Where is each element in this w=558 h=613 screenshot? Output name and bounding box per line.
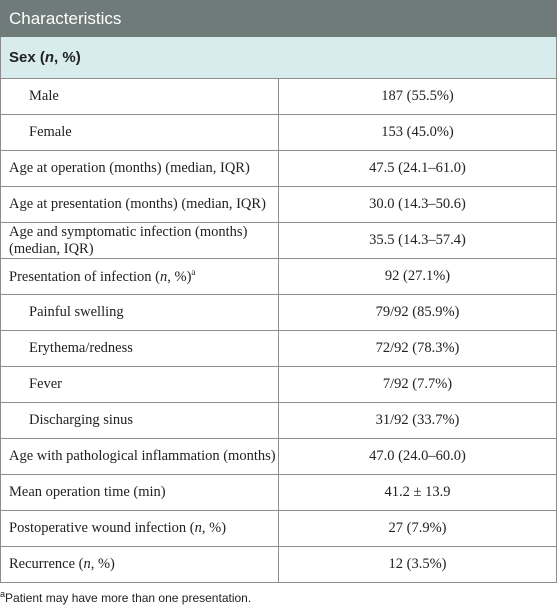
label-text: Recurrence ( (9, 556, 84, 572)
data-row: Erythema/redness 72/92 (78.3%) (0, 330, 557, 367)
value-cell: 47.0 (24.0–60.0) (278, 438, 557, 475)
label-text: Male (29, 88, 59, 104)
label-text: , %) (201, 520, 227, 536)
label-text: n (83, 556, 91, 572)
data-row: Age with pathological inflammation (mont… (0, 438, 557, 475)
value-cell: 41.2 ± 13.9 (278, 474, 557, 511)
data-row: Age at presentation (months) (median, IQ… (0, 186, 557, 223)
label-text: n (160, 268, 168, 285)
label-text: Mean operation time (min) (9, 484, 166, 500)
data-row: Discharging sinus 31/92 (33.7%) (0, 402, 557, 439)
characteristics-table: Characteristics Sex (n, %) Male 187 (55.5%… (0, 0, 557, 583)
data-row: Male 187 (55.5%) (0, 78, 557, 115)
label-cell: Mean operation time (min) (0, 474, 279, 511)
footnote: aPatient may have more than one presenta… (0, 589, 558, 605)
label-cell: Presentation of infection (n, %)a (0, 258, 279, 295)
value-cell: 31/92 (33.7%) (278, 402, 557, 439)
label-text: , %) (167, 268, 192, 285)
label-cell: Fever (0, 366, 279, 403)
label-text: n (194, 520, 202, 536)
data-row: Mean operation time (min) 41.2 ± 13.9 (0, 474, 557, 511)
label-cell: Age with pathological inflammation (mont… (0, 438, 279, 475)
data-row: Postoperative wound infection (n, %) 27 (… (0, 510, 557, 547)
label-text: Age and symptomatic infection (months) (… (9, 223, 248, 257)
label-cell: Erythema/redness (0, 330, 279, 367)
label-cell: Discharging sinus (0, 402, 279, 439)
data-row: Fever 7/92 (7.7%) (0, 366, 557, 403)
label-cell: Female (0, 114, 279, 151)
label-text: Female (29, 124, 72, 140)
value-cell: 153 (45.0%) (278, 114, 557, 151)
value-cell: 47.5 (24.1–61.0) (278, 150, 557, 187)
data-row: Age at operation (months) (median, IQR) 4… (0, 150, 557, 187)
label-cell: Male (0, 78, 279, 115)
footnote-mark: a (0, 589, 6, 599)
label-text: Erythema/redness (29, 340, 133, 356)
note-mark: a (191, 267, 196, 278)
data-row: Painful swelling 79/92 (85.9%) (0, 294, 557, 331)
value-cell: 92 (27.1%) (278, 258, 557, 295)
label-cell: Recurrence (n, %) (0, 546, 279, 583)
label-text: Fever (29, 376, 63, 392)
label-cell: Age at operation (months) (median, IQR) (0, 150, 279, 187)
value-cell: 30.0 (14.3–50.6) (278, 186, 557, 223)
header-cell: Characteristics (0, 0, 557, 37)
label-cell: Age at presentation (months) (median, IQ… (0, 186, 279, 223)
value-cell: 35.5 (14.3–57.4) (278, 222, 557, 259)
value-cell: 79/92 (85.9%) (278, 294, 557, 331)
label-cell: Age and symptomatic infection (months) (… (0, 222, 279, 259)
data-row: Presentation of infection (n, %)a 92 (27.… (0, 258, 557, 295)
label-text: , %) (54, 49, 81, 66)
label-text: Age at presentation (months) (median, IQ… (9, 196, 266, 212)
data-row: Recurrence (n, %) 12 (3.5%) (0, 546, 557, 583)
label-cell: Painful swelling (0, 294, 279, 331)
label-text: n (44, 49, 55, 66)
value-cell: 187 (55.5%) (278, 78, 557, 115)
label-text: , %) (90, 556, 115, 572)
data-row: Female 153 (45.0%) (0, 114, 557, 151)
value-cell: 7/92 (7.7%) (278, 366, 557, 403)
data-row: Age and symptomatic infection (months) (… (0, 222, 557, 259)
header-row: Characteristics (0, 0, 557, 37)
label-text: Painful swelling (29, 304, 124, 320)
label-text: Age at operation (months) (median, IQR) (9, 160, 250, 176)
footnote-text: Patient may have more than one presentat… (5, 591, 252, 605)
label-text: Postoperative wound infection ( (9, 520, 195, 536)
value-cell: 27 (7.9%) (278, 510, 557, 547)
label-text: Presentation of infection ( (9, 268, 160, 285)
label-cell: Postoperative wound infection (n, %) (0, 510, 279, 547)
label-text: Discharging sinus (29, 412, 134, 428)
label-cell: Sex (n, %) (0, 36, 557, 79)
group-row: Sex (n, %) (0, 36, 557, 79)
label-text: Age with pathological inflammation (mont… (9, 448, 276, 464)
value-cell: 72/92 (78.3%) (278, 330, 557, 367)
value-cell: 12 (3.5%) (278, 546, 557, 583)
label-text: Sex ( (9, 49, 45, 66)
